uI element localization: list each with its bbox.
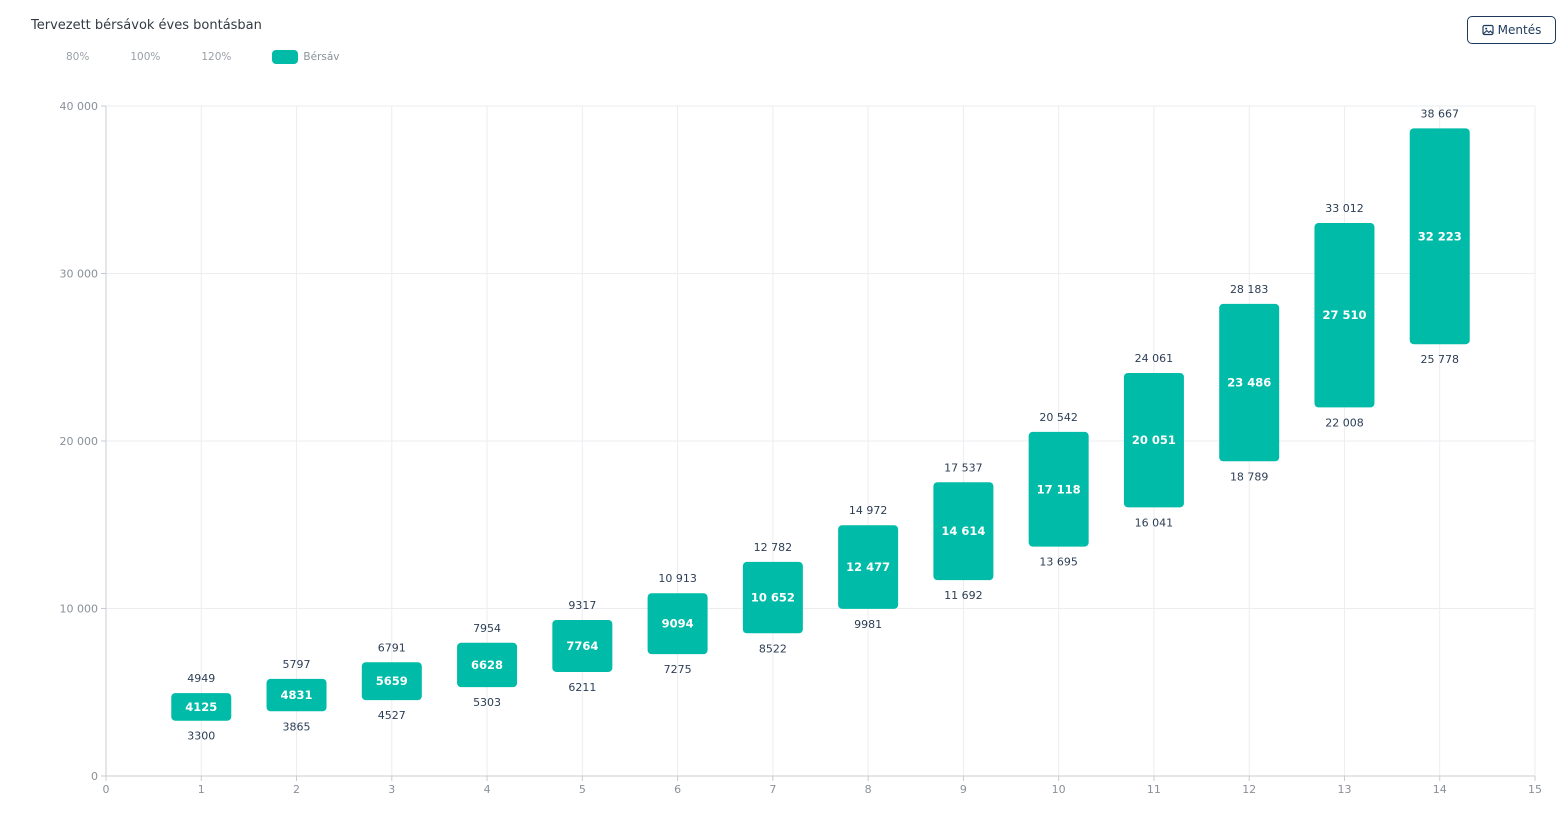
legend-label: 80% [66, 51, 90, 63]
y-tick-label: 20 000 [60, 435, 99, 448]
bar-low-label: 3865 [283, 720, 311, 733]
save-button[interactable]: Mentés [1467, 16, 1556, 44]
range-bar [647, 593, 708, 655]
legend-label: 120% [201, 51, 232, 63]
range-bar [742, 561, 803, 634]
x-tick-label: 10 [1052, 783, 1066, 796]
legend-item-80[interactable]: 80% [66, 51, 89, 63]
x-tick-label: 9 [960, 783, 967, 796]
x-tick-label: 8 [865, 783, 872, 796]
x-tick-label: 15 [1528, 783, 1542, 796]
bar-high-label: 7954 [473, 622, 501, 635]
range-bar [361, 662, 422, 701]
legend-label: Bérsáv [303, 51, 340, 63]
bar-high-label: 38 667 [1420, 107, 1459, 120]
bar-low-label: 4527 [378, 709, 406, 722]
range-bar [457, 642, 518, 688]
bar-high-label: 14 972 [849, 504, 888, 517]
range-bar [1123, 372, 1184, 508]
x-tick-label: 7 [769, 783, 776, 796]
legend-item-120[interactable]: 120% [201, 51, 231, 63]
range-bar [1314, 223, 1375, 408]
bar-high-label: 12 782 [754, 541, 793, 554]
range-bar [171, 693, 232, 721]
bar-low-label: 3300 [187, 730, 215, 743]
legend-swatch [272, 50, 299, 64]
y-tick-label: 40 000 [60, 100, 99, 113]
bar-low-label: 18 789 [1230, 470, 1269, 483]
legend-label: 100% [130, 51, 161, 63]
x-tick-label: 12 [1242, 783, 1256, 796]
x-tick-label: 6 [674, 783, 681, 796]
bar-high-label: 20 542 [1039, 411, 1078, 424]
bar-high-label: 4949 [187, 672, 215, 685]
bar-low-label: 13 695 [1039, 556, 1078, 569]
bar-low-label: 5303 [473, 696, 501, 709]
x-tick-label: 13 [1337, 783, 1351, 796]
x-tick-label: 14 [1433, 783, 1447, 796]
bar-mid-label: 7764 [566, 639, 598, 653]
bar-mid-label: 17 118 [1037, 482, 1081, 496]
bar-high-label: 28 183 [1230, 283, 1269, 296]
x-tick-label: 4 [484, 783, 491, 796]
bar-high-label: 33 012 [1325, 202, 1364, 215]
bar-mid-label: 6628 [471, 658, 503, 672]
y-tick-label: 30 000 [60, 268, 99, 281]
bar-high-label: 24 061 [1135, 352, 1174, 365]
x-tick-label: 3 [388, 783, 395, 796]
image-icon [1482, 24, 1494, 36]
save-button-label: Mentés [1497, 23, 1542, 37]
bar-mid-label: 4831 [281, 688, 313, 702]
range-bar [266, 678, 327, 712]
range-bar [933, 482, 994, 581]
range-bar [552, 619, 613, 672]
bar-low-label: 11 692 [944, 589, 983, 602]
bar-high-label: 5797 [283, 658, 311, 671]
bar-mid-label: 23 486 [1227, 376, 1271, 390]
x-tick-label: 0 [103, 783, 110, 796]
bar-low-label: 9981 [854, 618, 882, 631]
bar-mid-label: 14 614 [941, 524, 985, 538]
bar-high-label: 9317 [568, 599, 596, 612]
bar-low-label: 8522 [759, 642, 787, 655]
x-tick-label: 1 [198, 783, 205, 796]
bar-mid-label: 32 223 [1418, 229, 1462, 243]
y-tick-label: 0 [91, 770, 98, 783]
bar-mid-label: 4125 [185, 700, 217, 714]
bar-low-label: 7275 [664, 663, 692, 676]
bar-low-label: 22 008 [1325, 416, 1364, 429]
bar-mid-label: 10 652 [751, 591, 795, 605]
bar-high-label: 10 913 [658, 572, 697, 585]
range-bar [1219, 303, 1280, 462]
range-bar [1409, 128, 1470, 345]
bar-mid-label: 5659 [376, 674, 408, 688]
bar-mid-label: 12 477 [846, 560, 890, 574]
bar-high-label: 6791 [378, 641, 406, 654]
x-tick-label: 2 [293, 783, 300, 796]
chart-title: Tervezett bérsávok éves bontásban [31, 18, 262, 33]
y-tick-label: 10 000 [60, 603, 99, 616]
bar-low-label: 16 041 [1135, 516, 1174, 529]
x-tick-label: 11 [1147, 783, 1161, 796]
range-bar [838, 525, 899, 609]
bar-low-label: 25 778 [1420, 353, 1459, 366]
legend: 80% 100% 120% Bérsáv [66, 50, 340, 64]
bar-high-label: 17 537 [944, 461, 983, 474]
range-bar [1028, 431, 1089, 547]
x-tick-label: 5 [579, 783, 586, 796]
legend-item-100[interactable]: 100% [130, 51, 160, 63]
bar-low-label: 6211 [568, 681, 596, 694]
legend-item-bersav[interactable]: Bérsáv [272, 50, 340, 64]
bar-mid-label: 9094 [662, 617, 694, 631]
bar-mid-label: 27 510 [1322, 308, 1366, 322]
bar-mid-label: 20 051 [1132, 433, 1176, 447]
